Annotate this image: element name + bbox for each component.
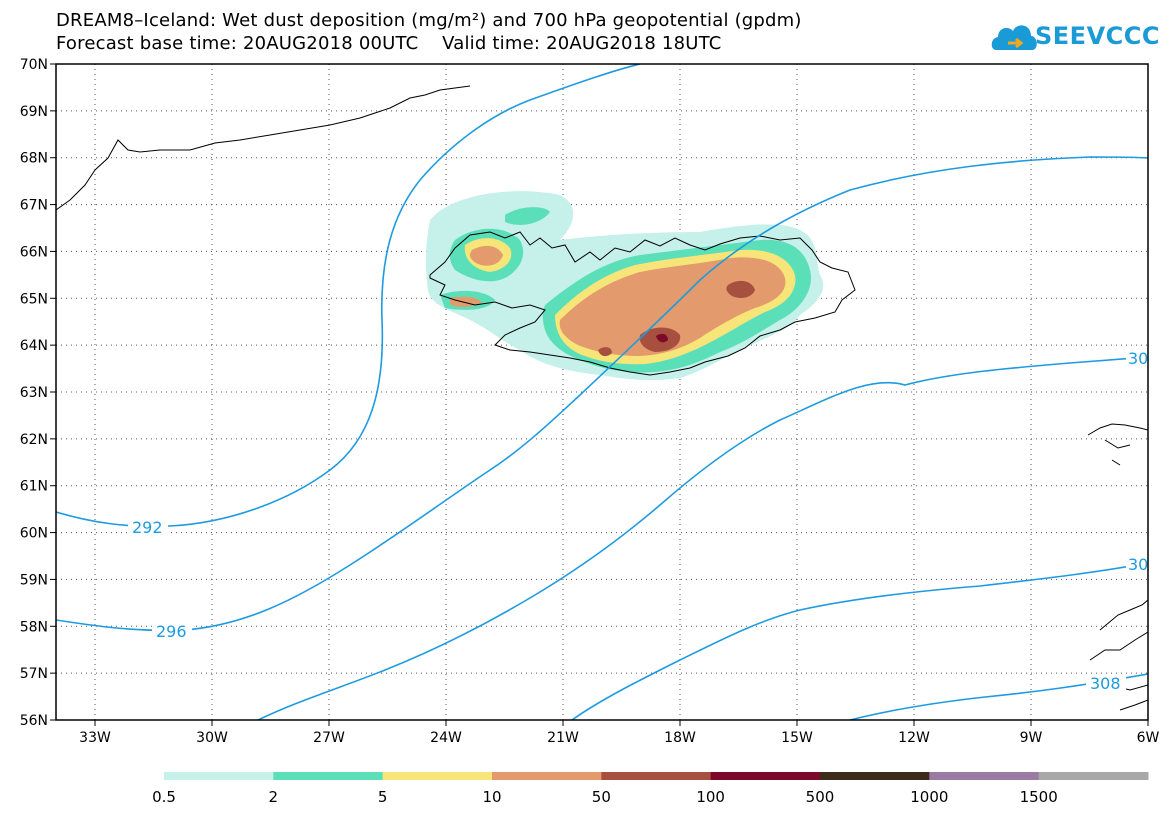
lat-tick-label: 60N xyxy=(20,526,48,542)
lat-tick-label: 56N xyxy=(20,713,48,729)
lat-tick-label: 64N xyxy=(20,338,48,354)
lon-tick-label: 18W xyxy=(664,730,696,746)
colorbar-label: 100 xyxy=(696,788,725,806)
lat-tick-label: 57N xyxy=(20,666,48,682)
colorbar xyxy=(164,772,1149,780)
lon-tick-label: 21W xyxy=(547,730,579,746)
lon-tick-label: 15W xyxy=(781,730,813,746)
colorbar-swatch xyxy=(710,772,821,780)
lat-tick-label: 66N xyxy=(20,244,48,260)
lat-tick-label: 61N xyxy=(20,479,48,495)
map-subtitle: Forecast base time: 20AUG2018 00UTC Vali… xyxy=(56,33,722,54)
lat-tick-label: 65N xyxy=(20,291,48,307)
lat-tick-label: 58N xyxy=(20,619,48,635)
coastlines xyxy=(56,85,1148,711)
lat-tick-label: 59N xyxy=(20,572,48,588)
geopotential-contour-296 xyxy=(56,156,1148,632)
cloud-icon xyxy=(991,25,1037,50)
dust-contour-2 xyxy=(505,207,550,225)
map-title: DREAM8–Iceland: Wet dust deposition (mg/… xyxy=(56,10,802,31)
dust-contour-50 xyxy=(598,347,612,357)
colorbar-swatch xyxy=(820,772,930,780)
geopotential-contour-300 xyxy=(257,356,1148,720)
lon-tick-label: 12W xyxy=(898,730,930,746)
lon-tick-label: 24W xyxy=(430,730,462,746)
dust-deposition-field xyxy=(425,191,824,381)
contour-label-308: 308 xyxy=(1090,674,1121,693)
geopotential-contour-304 xyxy=(571,562,1148,720)
colorbar-label: 50 xyxy=(591,788,611,806)
colorbar-label: 1500 xyxy=(1019,788,1058,806)
coastline-greenland xyxy=(56,85,471,211)
dust-contour-50 xyxy=(726,280,755,298)
coastline-iceland xyxy=(429,231,856,376)
contour-labels: 292 296 30 30 308 xyxy=(128,349,1148,693)
colorbar-label: 1000 xyxy=(910,788,949,806)
colorbar-swatch xyxy=(164,772,274,780)
contour-label-292: 292 xyxy=(132,518,163,537)
lat-tick-label: 69N xyxy=(20,104,48,120)
contour-label-300: 30 xyxy=(1128,349,1148,368)
colorbar-swatch xyxy=(492,772,602,780)
colorbar-swatch xyxy=(273,772,384,780)
coastline-faroe xyxy=(1087,423,1148,466)
contour-label-304: 30 xyxy=(1128,555,1148,574)
lon-tick-label: 9W xyxy=(1020,730,1043,746)
colorbar-swatch xyxy=(929,772,1040,780)
lat-tick-label: 63N xyxy=(20,385,48,401)
lon-tick-label: 33W xyxy=(79,730,111,746)
grid-lines xyxy=(56,64,1148,720)
dust-contour-100 xyxy=(656,333,668,343)
lon-tick-label: 6W xyxy=(1137,730,1160,746)
contour-label-296: 296 xyxy=(156,622,187,641)
lon-tick-label: 27W xyxy=(313,730,345,746)
lat-tick-label: 68N xyxy=(20,151,48,167)
colorbar-label: 10 xyxy=(482,788,502,806)
lon-tick-label: 30W xyxy=(196,730,228,746)
lat-tick-label: 62N xyxy=(20,432,48,448)
lat-tick-label: 70N xyxy=(20,57,48,73)
dust-contour-10 xyxy=(470,245,503,266)
colorbar-swatch xyxy=(382,772,493,780)
colorbar-label: 2 xyxy=(268,788,279,806)
coastline-scotland xyxy=(1089,599,1148,711)
lat-tick-label: 67N xyxy=(20,198,48,214)
axes: 33W 30W 27W 24W 21W 18W 15W 12W 9W 6W 56N 57N 58N 59N… xyxy=(20,57,1160,746)
logo-text: SEEVCCC xyxy=(1035,22,1160,50)
geopotential-contour-292 xyxy=(56,64,641,528)
colorbar-label: 0.5 xyxy=(152,788,176,806)
colorbar-swatch xyxy=(1038,772,1149,780)
colorbar-label: 500 xyxy=(805,788,835,806)
colorbar-swatch xyxy=(601,772,712,780)
colorbar-label: 5 xyxy=(377,788,388,806)
